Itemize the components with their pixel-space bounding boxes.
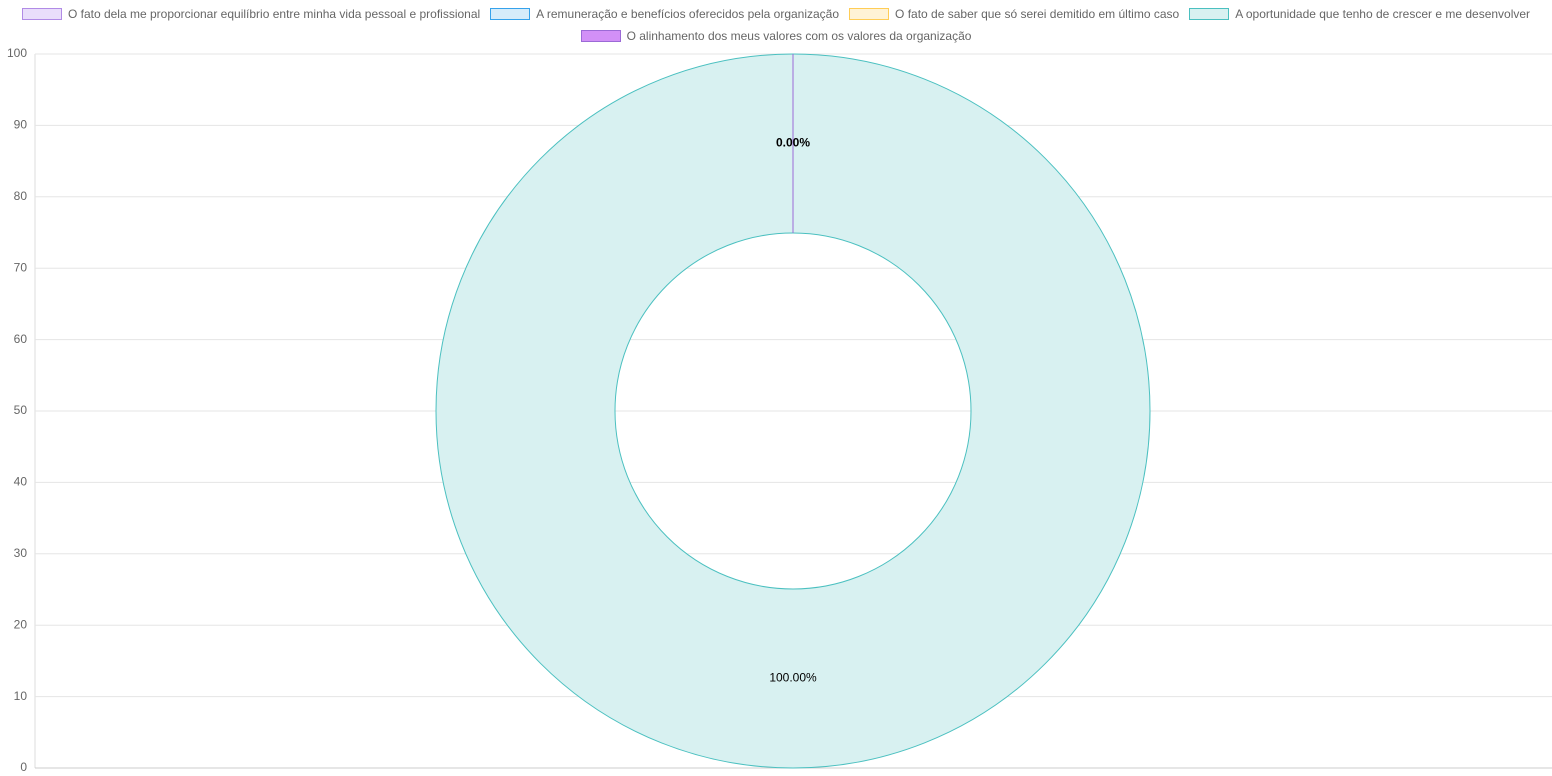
y-tick-label: 40 xyxy=(14,475,28,489)
y-tick-label: 70 xyxy=(14,260,28,274)
y-tick-label: 20 xyxy=(14,617,28,631)
legend-label: O alinhamento dos meus valores com os va… xyxy=(626,29,972,43)
data-label: 0.00% xyxy=(776,136,810,150)
legend-label: A oportunidade que tenho de crescer e me… xyxy=(1235,7,1531,21)
y-tick-label: 10 xyxy=(14,689,28,703)
legend-label: O fato de saber que só serei demitido em… xyxy=(895,7,1180,21)
y-tick-label: 50 xyxy=(14,403,28,417)
legend-item[interactable]: A oportunidade que tenho de crescer e me… xyxy=(1189,6,1530,22)
y-tick-label: 60 xyxy=(14,332,28,346)
y-tick-label: 0 xyxy=(20,760,27,774)
y-tick-label: 30 xyxy=(14,546,28,560)
legend-swatch xyxy=(849,8,890,20)
data-label: 100.00% xyxy=(769,671,817,685)
y-tick-label: 90 xyxy=(14,118,28,132)
legend-item[interactable]: O fato dela me proporcionar equilíbrio e… xyxy=(21,6,481,22)
legend-item[interactable]: O alinhamento dos meus valores com os va… xyxy=(580,28,972,44)
y-tick-label: 100 xyxy=(7,46,27,60)
legend-swatch xyxy=(490,8,531,20)
legend-swatch xyxy=(1189,8,1230,20)
legend-label: O fato dela me proporcionar equilíbrio e… xyxy=(67,7,481,21)
y-tick-label: 80 xyxy=(14,189,28,203)
legend: O fato dela me proporcionar equilíbrio e… xyxy=(0,6,1552,44)
legend-item[interactable]: O fato de saber que só serei demitido em… xyxy=(849,6,1179,22)
doughnut-segment xyxy=(435,53,1151,769)
legend-item[interactable]: A remuneração e benefícios oferecidos pe… xyxy=(490,6,839,22)
legend-swatch xyxy=(21,8,62,20)
legend-label: A remuneração e benefícios oferecidos pe… xyxy=(536,7,840,21)
legend-swatch xyxy=(580,30,621,42)
